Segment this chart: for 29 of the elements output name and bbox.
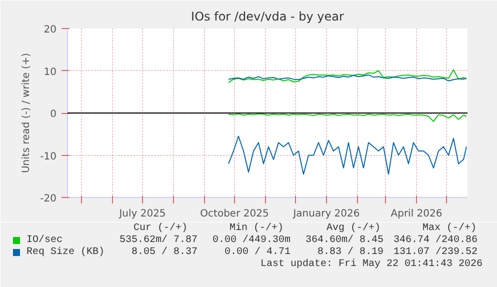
y-tick-label: 10 (44, 66, 57, 78)
text: Avg (-/+) (326, 222, 381, 234)
line-series (228, 113, 467, 122)
y-axis-title: Units read (-) / write (+) (21, 52, 32, 174)
text: 535.62m/ 7.87 (119, 234, 198, 246)
text: Last update: Fri May 22 01:41:43 2026 (260, 258, 483, 270)
y-tick-label: -10 (40, 151, 57, 162)
x-tick-label: July 2025 (118, 208, 166, 220)
text: 346.74 /240.86 (393, 234, 478, 246)
text: 131.07 /239.52 (393, 246, 478, 258)
text: 8.83 / 8.19 (317, 246, 384, 258)
y-tick-label: 20 (44, 24, 57, 36)
line-series (228, 136, 467, 175)
text: 0.00 / 4.71 (224, 246, 291, 258)
text: Max (-/+) (422, 222, 477, 234)
legend-label: IO/sec (26, 234, 63, 246)
text: 0.00 /449.30m (212, 234, 291, 246)
legend-label: Req Size (KB) (26, 246, 105, 258)
x-tick-label: April 2026 (390, 208, 442, 220)
line-series (228, 69, 467, 84)
y-tick-label: -20 (40, 194, 57, 204)
chart-title: IOs for /dev/vda - by year (191, 10, 344, 24)
y-tick-label: 0 (50, 109, 57, 120)
x-tick-label: October 2025 (200, 208, 269, 220)
text: 8.05 / 8.37 (131, 246, 198, 258)
text: Min (-/+) (229, 222, 284, 234)
text: Cur (-/+) (133, 222, 188, 234)
text: 364.60m/ 8.45 (305, 234, 384, 246)
x-tick-label: January 2026 (292, 208, 360, 220)
